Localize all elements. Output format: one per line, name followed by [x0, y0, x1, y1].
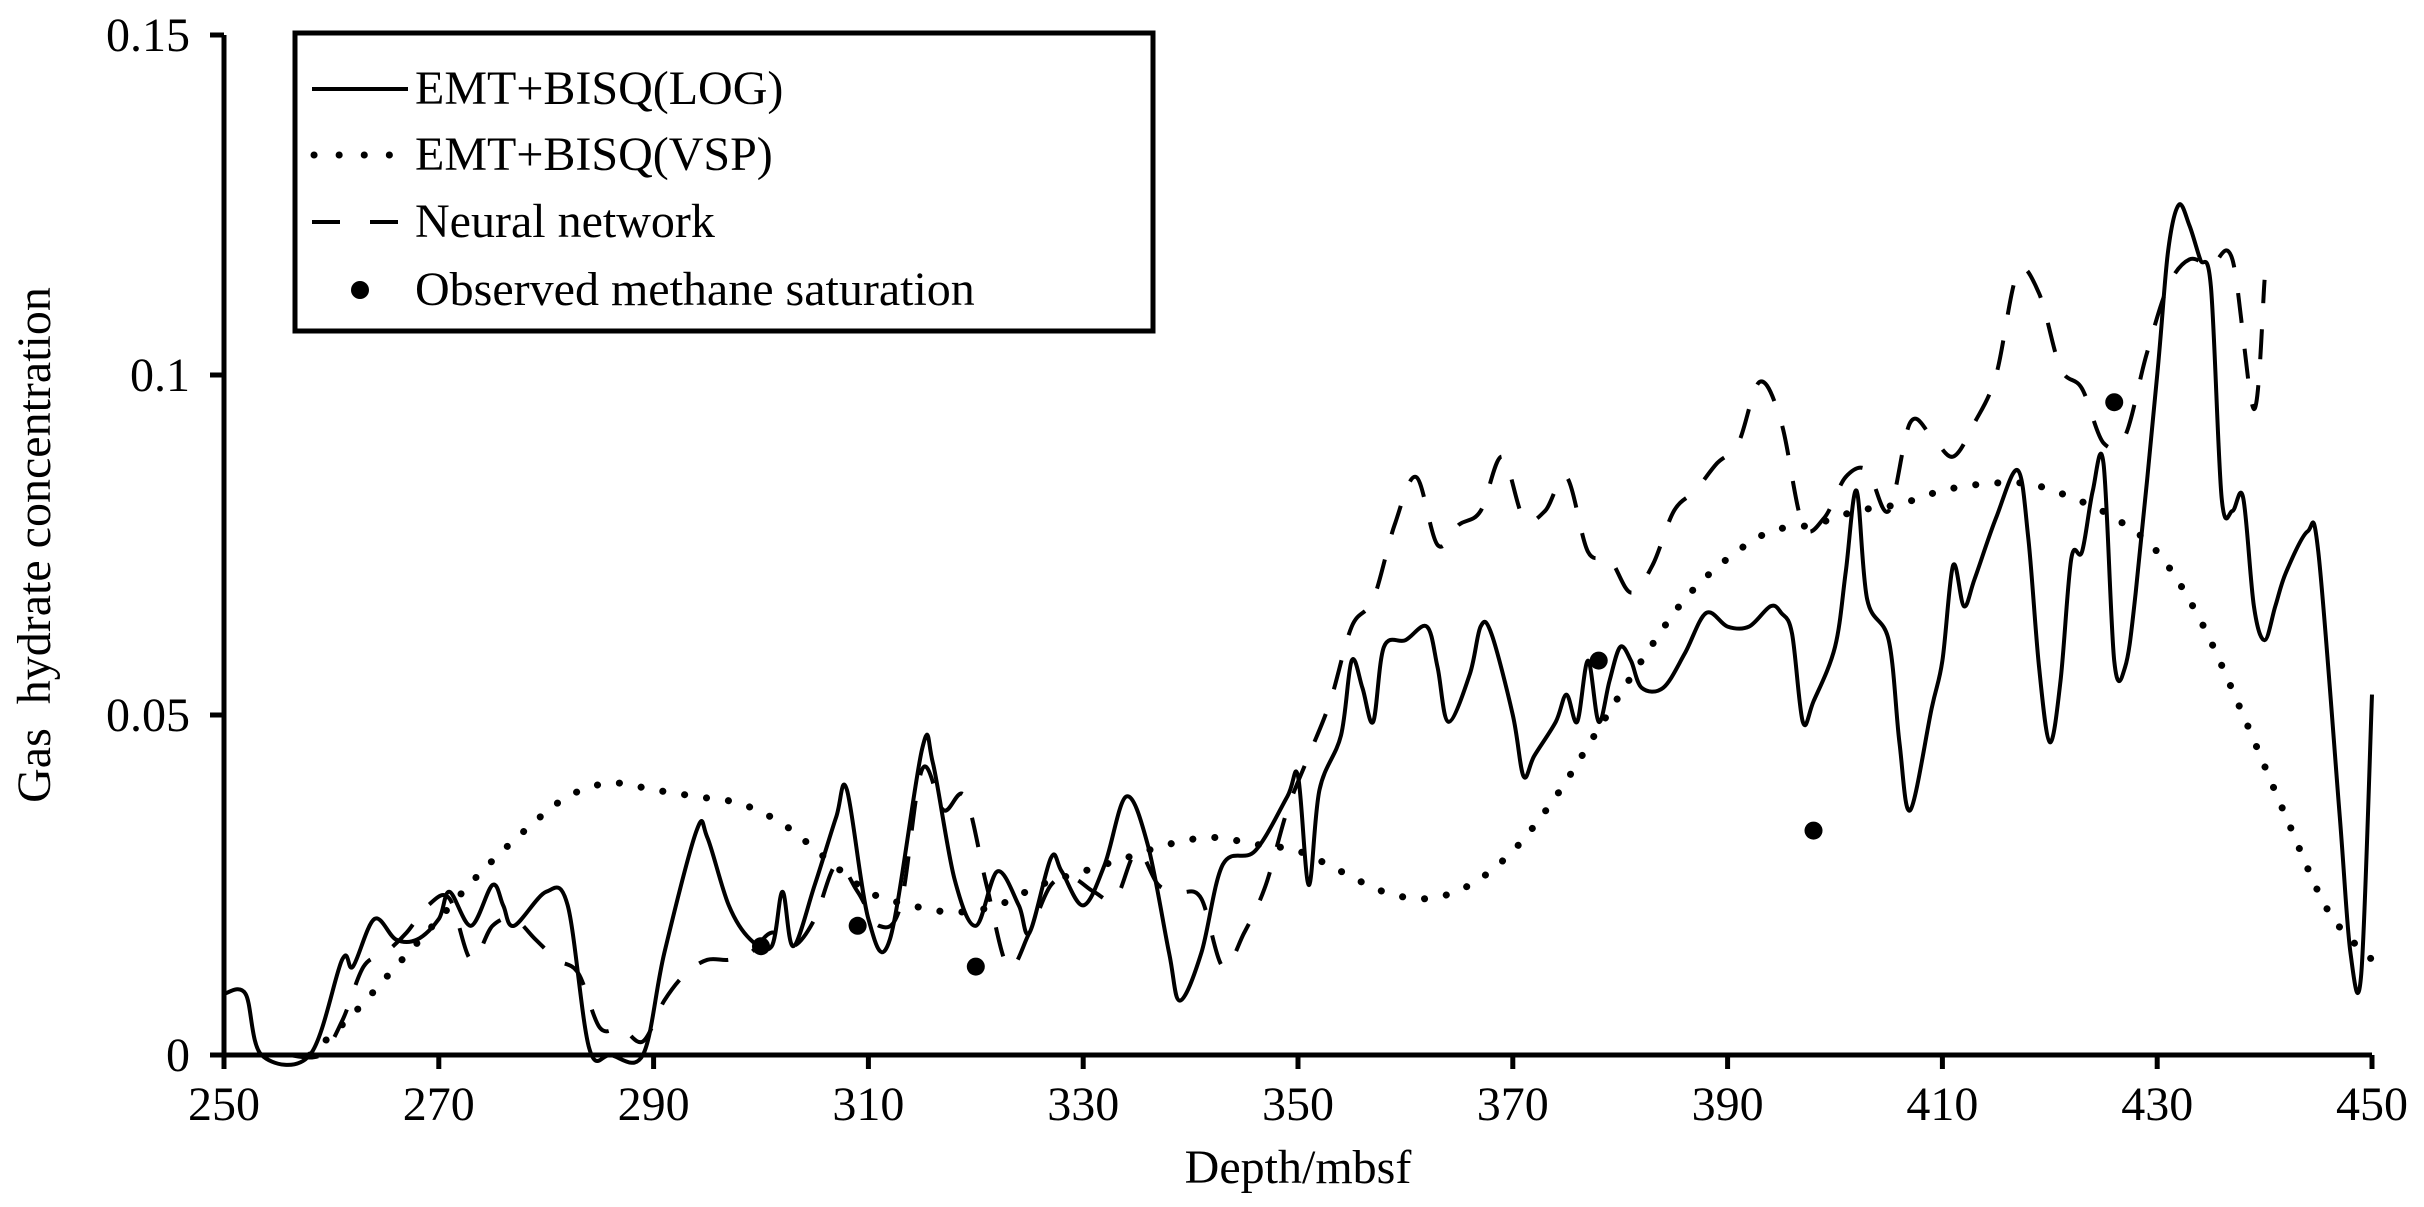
observed-point — [2105, 393, 2124, 412]
x-tick-label: 330 — [1047, 1078, 1119, 1131]
y-tick-label: 0.05 — [106, 689, 190, 742]
legend-label-vsp: EMT+BISQ(VSP) — [415, 128, 773, 181]
observed-point — [752, 937, 770, 956]
y-axis-title: Gas hydrate concentration — [8, 287, 61, 803]
observed-point — [1589, 651, 1608, 670]
series-line-dotted — [306, 478, 2376, 1059]
x-tick-label: 430 — [2121, 1078, 2193, 1131]
x-tick-label: 390 — [1692, 1078, 1764, 1131]
legend-box — [292, 30, 1156, 334]
axes: 250 270 290 310 330 350 370 390 410 430 450 0 0.05 0.… — [106, 9, 2408, 1131]
x-axis-title: Depth/mbsf — [1185, 1141, 1412, 1194]
x-tick-label: 450 — [2336, 1078, 2408, 1131]
y-tick-label: 0 — [166, 1029, 190, 1082]
x-tick-label: 250 — [188, 1078, 260, 1131]
observed-point — [848, 916, 867, 935]
x-tick-label: 310 — [832, 1078, 904, 1131]
legend-marker-observed — [351, 281, 369, 299]
series-line-solid — [223, 202, 2374, 1067]
observed-point — [1804, 821, 1823, 840]
legend-label-observed: Observed methane saturation — [415, 263, 975, 316]
y-tick-label: 0.1 — [130, 349, 190, 402]
y-tick-label: 0.15 — [106, 9, 190, 62]
x-tick-label: 290 — [618, 1078, 690, 1131]
plot-series — [223, 202, 2376, 1067]
x-tick-label: 410 — [1906, 1078, 1978, 1131]
x-tick-label: 350 — [1262, 1078, 1334, 1131]
series-line-dashed — [288, 248, 2267, 1060]
legend-label-log: EMT+BISQ(LOG) — [415, 62, 783, 115]
legend: EMT+BISQ(LOG) EMT+BISQ(VSP) Neural netwo… — [292, 30, 1156, 334]
observed-point — [966, 957, 985, 976]
legend-label-nn: Neural network — [415, 195, 715, 248]
x-tick-label: 270 — [403, 1078, 475, 1131]
x-tick-label: 370 — [1477, 1078, 1549, 1131]
